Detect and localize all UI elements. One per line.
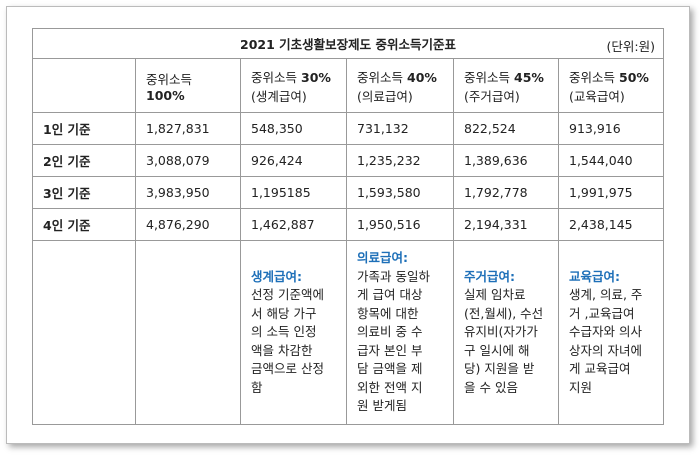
header-main: 중위소득 [357, 69, 404, 85]
title-row: 2021 기초생활보장제도 중위소득기준표 (단위:원) [32, 28, 664, 59]
note-line: 액을 차감한 [251, 342, 313, 358]
data-row: 4인 기준 4,876,290 1,462,887 1,950,516 2,194,33… [32, 208, 664, 241]
value-cell: 1,792,778 [453, 176, 559, 209]
note-line: 유지비(자가가 [464, 324, 538, 340]
empty-cell [32, 240, 136, 425]
corner-cell [32, 58, 136, 113]
value-cell: 1,950,516 [346, 208, 454, 241]
note-line: 수급자와 의사 [569, 324, 642, 340]
note-line: 당) 지원을 받 [464, 361, 535, 377]
header-cell: 중위소득 100% [135, 58, 241, 113]
note-line: 상자의 자녀에 [569, 342, 642, 358]
title-cell: 2021 기초생활보장제도 중위소득기준표 (단위:원) [32, 28, 664, 59]
header-sub: (생계급여) [251, 88, 307, 104]
note-line: 구 일시에 해 [464, 342, 530, 358]
header-cell: 중위소득 45% (주거급여) [453, 58, 559, 113]
header-pct: 45% [514, 69, 544, 85]
header-cell: 중위소득 40% (의료급여) [346, 58, 454, 113]
header-cell: 중위소득 30% (생계급여) [240, 58, 347, 113]
note-line: 서 해당 가구 [251, 305, 317, 321]
note-line: 을 수 있음 [464, 379, 518, 395]
income-table: 2021 기초생활보장제도 중위소득기준표 (단위:원) 중위소득 100% 중위소득 … [32, 28, 664, 425]
row-label: 4인 기준 [32, 208, 136, 241]
header-main: 중위소득 [146, 71, 193, 87]
value-cell: 822,524 [453, 112, 559, 145]
header-main: 중위소득 [464, 69, 511, 85]
value-cell: 3,983,950 [135, 176, 241, 209]
note-line: 외한 전액 지 [357, 379, 423, 395]
value-cell: 926,424 [240, 144, 347, 177]
value-cell: 1,544,040 [558, 144, 664, 177]
value-cell: 1,593,580 [346, 176, 454, 209]
header-sub: (교육급여) [569, 88, 625, 104]
header-sub: (의료급여) [357, 88, 413, 104]
row-label: 1인 기준 [32, 112, 136, 145]
note-line: 선정 기준액에 [251, 287, 324, 303]
note-line: 거 ,교육급여 [569, 305, 635, 321]
value-cell: 3,088,079 [135, 144, 241, 177]
header-main: 중위소득 [569, 69, 616, 85]
note-title: 교육급여: [569, 268, 620, 284]
value-cell: 1,195185 [240, 176, 347, 209]
header-pct: 50% [619, 69, 649, 85]
value-cell: 1,991,975 [558, 176, 664, 209]
value-cell: 913,916 [558, 112, 664, 145]
note-line: 담 금액을 제 [357, 361, 423, 377]
note-line: 의료비 중 수 [357, 324, 423, 340]
row-label: 2인 기준 [32, 144, 136, 177]
note-title: 생계급여: [251, 268, 302, 284]
header-cell: 중위소득 50% (교육급여) [558, 58, 664, 113]
row-label: 3인 기준 [32, 176, 136, 209]
note-line: (전,월세), 수선 [464, 305, 544, 321]
value-cell: 1,235,232 [346, 144, 454, 177]
value-cell: 731,132 [346, 112, 454, 145]
value-cell: 1,389,636 [453, 144, 559, 177]
header-sub: (주거급여) [464, 88, 520, 104]
unit-label: (단위:원) [606, 39, 655, 54]
value-cell: 2,194,331 [453, 208, 559, 241]
header-pct: 40% [407, 69, 437, 85]
note-line: 실제 임차료 [464, 287, 526, 303]
note-line: 급자 본인 부 [357, 342, 423, 358]
note-line: 금액으로 산정 [251, 361, 324, 377]
value-cell: 4,876,290 [135, 208, 241, 241]
data-row: 3인 기준 3,983,950 1,195185 1,593,580 1,792,778… [32, 176, 664, 209]
value-cell: 548,350 [240, 112, 347, 145]
value-cell: 1,827,831 [135, 112, 241, 145]
note-line: 생계, 의료, 주 [569, 287, 643, 303]
header-pct: 30% [301, 69, 331, 85]
note-line: 지원 [569, 379, 593, 395]
note-title: 주거급여: [464, 268, 515, 284]
data-row: 1인 기준 1,827,831 548,350 731,132 822,524 913,9… [32, 112, 664, 145]
note-line: 게 급여 대상 [357, 287, 423, 303]
note-line: 함 [251, 379, 263, 395]
value-cell: 1,462,887 [240, 208, 347, 241]
note-line: 항목에 대한 [357, 305, 419, 321]
header-row: 중위소득 100% 중위소득 30% (생계급여) 중위소득 40% (의료급여) 중위소득… [32, 58, 664, 113]
header-main: 중위소득 [251, 69, 298, 85]
note-line: 의 소득 인정 [251, 324, 317, 340]
value-cell: 2,438,145 [558, 208, 664, 241]
note-title: 의료급여: [357, 250, 408, 266]
note-line: 가족과 동일하 [357, 268, 430, 284]
data-row: 2인 기준 3,088,079 926,424 1,235,232 1,389,636 1… [32, 144, 664, 177]
empty-cell [135, 240, 241, 425]
note-line: 게 교육급여 [569, 361, 631, 377]
note-line: 원 받게됨 [357, 398, 407, 414]
table-title: 2021 기초생활보장제도 중위소득기준표 [240, 37, 456, 52]
header-pct: 100% [146, 87, 185, 103]
